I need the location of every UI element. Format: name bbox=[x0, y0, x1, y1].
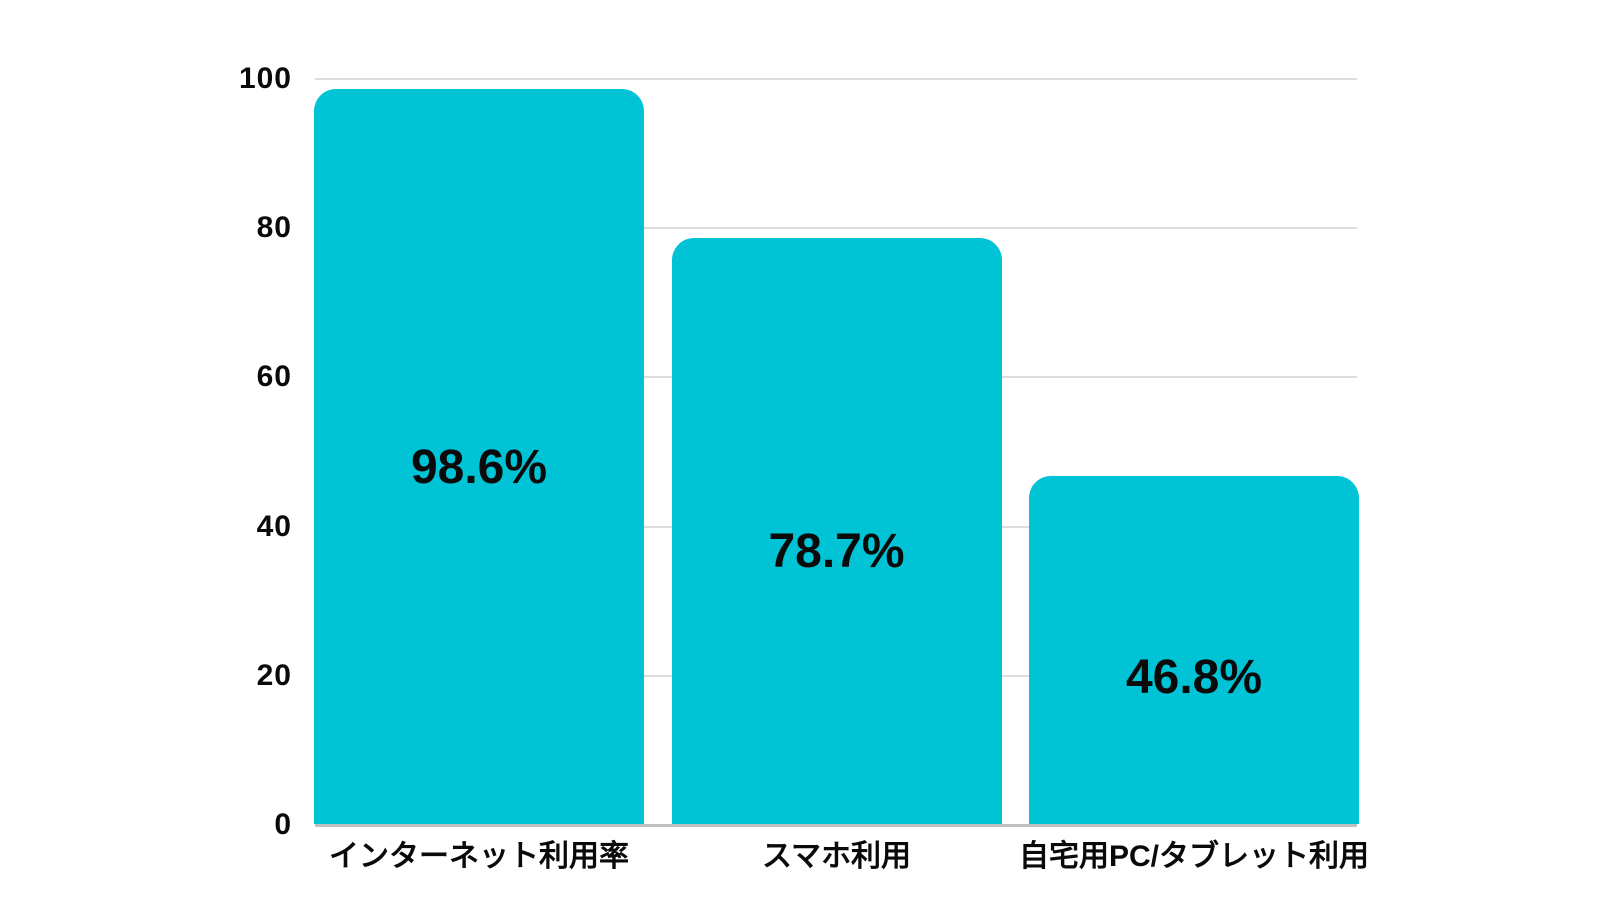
y-tick-label: 40 bbox=[256, 509, 292, 543]
bar-1 bbox=[314, 89, 644, 824]
x-axis-line bbox=[315, 824, 1357, 827]
x-category-label: スマホ利用 bbox=[761, 840, 912, 873]
x-category-label: 自宅用PC/タブレット利用 bbox=[1018, 840, 1369, 873]
x-category-label: インターネット利用率 bbox=[329, 840, 629, 873]
bar-value-label: 78.7% bbox=[768, 524, 905, 578]
y-tick-label: 0 bbox=[274, 808, 292, 841]
y-tick-label: 20 bbox=[256, 658, 292, 692]
y-gridline bbox=[315, 78, 1357, 80]
bar-2 bbox=[671, 237, 1002, 824]
bar-value-label: 46.8% bbox=[1125, 651, 1263, 705]
y-gridline bbox=[315, 227, 1357, 230]
y-tick-label: 100 bbox=[238, 62, 292, 95]
bar-3 bbox=[1029, 475, 1359, 824]
bar-value-label: 98.6% bbox=[410, 440, 548, 494]
y-tick-label: 80 bbox=[256, 211, 292, 245]
y-tick-label: 60 bbox=[256, 360, 292, 394]
